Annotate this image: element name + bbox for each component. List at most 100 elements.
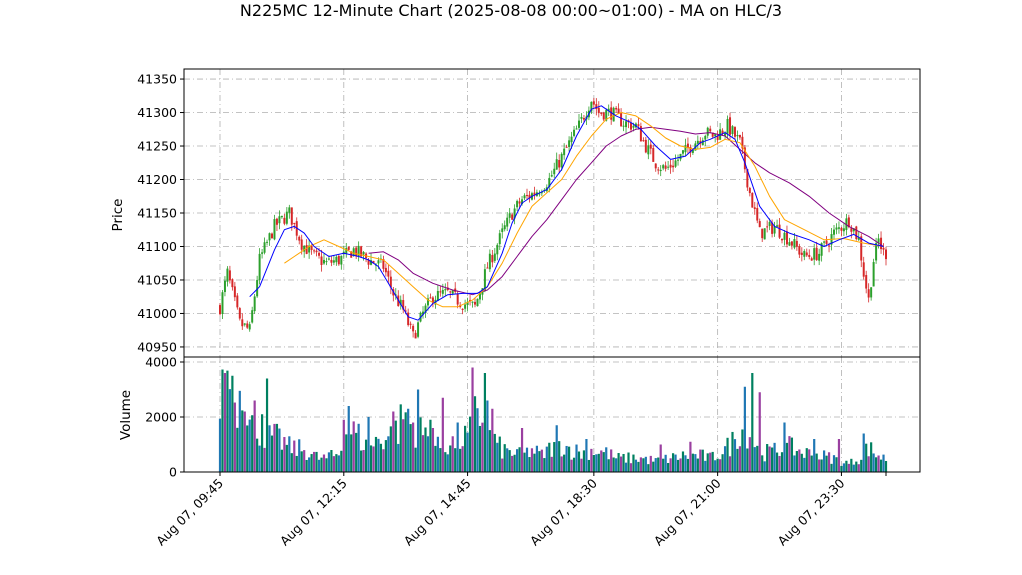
volume-bar <box>711 451 714 472</box>
volume-bar <box>694 454 697 472</box>
candle-body <box>233 286 236 298</box>
candle-body <box>686 143 689 148</box>
volume-bar <box>733 439 737 472</box>
volume-bar <box>310 454 313 472</box>
candle-body <box>315 250 318 253</box>
candle-body <box>785 231 788 245</box>
candle-body <box>568 140 571 147</box>
volume-bar <box>775 452 779 472</box>
volume-bar <box>768 446 771 472</box>
volume-bar <box>565 445 568 472</box>
volume-bar <box>402 419 405 472</box>
candle-body <box>305 245 308 254</box>
candle-body <box>357 245 360 257</box>
volume-bar <box>241 410 244 472</box>
candle-body <box>327 258 330 260</box>
candle-body <box>639 126 642 142</box>
candle-body <box>850 228 853 232</box>
candle-body <box>518 201 521 204</box>
volume-bar <box>691 453 694 472</box>
candle-body <box>696 140 699 144</box>
volume-bar <box>372 446 375 472</box>
price-tick-label: 41100 <box>137 239 177 254</box>
volume-bar <box>518 447 521 472</box>
volume-bar <box>268 425 271 472</box>
volume-bar <box>879 459 883 472</box>
volume-bar <box>466 432 469 472</box>
volume-bar <box>862 433 865 472</box>
volume-bar <box>798 449 801 472</box>
candle-body <box>402 300 405 310</box>
candle-body <box>303 245 306 252</box>
volume-bar <box>394 420 397 472</box>
volume-bar <box>699 449 702 472</box>
volume-bar <box>511 455 514 472</box>
volume-bar <box>582 450 586 472</box>
volume-bar <box>251 415 254 472</box>
candle-body <box>788 242 791 246</box>
candle-body <box>590 101 593 112</box>
candle-body <box>714 134 717 137</box>
candle-body <box>649 144 652 149</box>
volume-bar <box>657 457 660 472</box>
volume-bar <box>830 463 833 472</box>
x-tick-label: Aug 07, 14:45 <box>401 476 474 549</box>
candle-body <box>382 259 385 269</box>
volume-bar <box>523 452 526 472</box>
volume-bar <box>671 453 675 472</box>
volume-bar <box>379 443 383 472</box>
volume-bar <box>771 447 774 472</box>
candle-body <box>362 252 365 255</box>
candle-body <box>877 238 880 243</box>
volume-bar <box>434 445 437 472</box>
candle-body <box>736 135 739 137</box>
volume-bar <box>412 422 415 472</box>
volume-bar <box>399 404 402 472</box>
candle-body <box>251 310 254 323</box>
candle-body <box>387 270 390 277</box>
candle-body <box>456 293 459 305</box>
volume-bar <box>350 434 353 472</box>
volume-bar <box>709 452 712 472</box>
candle-body <box>840 227 843 231</box>
volume-bar <box>243 411 246 472</box>
volume-bar <box>867 456 870 472</box>
candle-body <box>751 192 754 208</box>
candle-body <box>310 245 313 250</box>
candle-body <box>773 226 776 234</box>
price-tick-label: 41350 <box>137 72 177 87</box>
volume-bar <box>624 462 628 472</box>
volume-bar <box>597 453 600 472</box>
volume-bar <box>446 454 449 472</box>
volume-bar <box>731 431 734 472</box>
axes-frames <box>183 68 921 473</box>
volume-bar <box>865 443 868 472</box>
candle-body <box>486 267 489 269</box>
volume-tick-label: 0 <box>169 465 177 480</box>
candle-body <box>748 187 751 194</box>
volume-bar <box>664 454 667 472</box>
candle-body <box>436 290 439 301</box>
volume-bar <box>530 448 534 472</box>
volume-bar <box>818 459 821 472</box>
volume-bar <box>449 445 452 472</box>
candle-body <box>335 256 338 263</box>
candle-body <box>219 305 221 315</box>
candle-body <box>404 310 407 312</box>
candle-body <box>803 250 806 257</box>
candle-body <box>771 222 774 234</box>
volume-bar <box>421 435 425 472</box>
volume-bar <box>627 452 630 472</box>
candle-body <box>352 248 355 256</box>
volume-bar <box>345 434 348 472</box>
candle-body <box>513 208 516 219</box>
candle-body <box>753 207 756 210</box>
candle-body <box>674 160 677 167</box>
candle-body <box>360 246 363 257</box>
volume-bar <box>612 457 615 472</box>
candle-body <box>503 225 506 230</box>
volume-bar <box>256 438 259 472</box>
volume-bar <box>795 451 798 472</box>
volume-bar <box>602 452 605 472</box>
candle-body <box>654 163 657 169</box>
